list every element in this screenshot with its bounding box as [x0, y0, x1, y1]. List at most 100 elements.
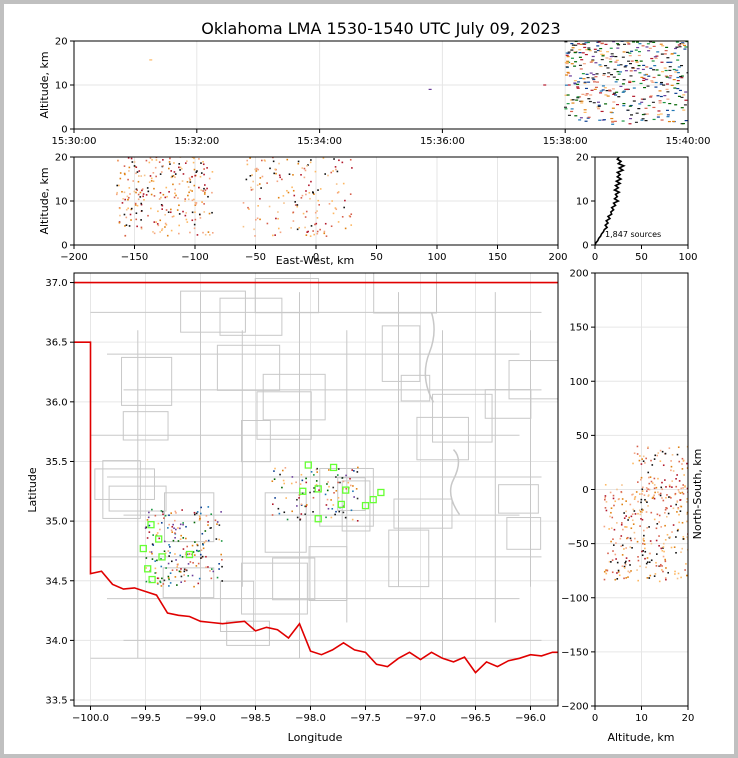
county-outline	[108, 485, 167, 512]
source-point	[683, 104, 687, 106]
county-outline	[226, 620, 270, 646]
source-point	[679, 505, 682, 508]
source-point	[617, 571, 620, 573]
source-point	[349, 158, 352, 161]
source-point	[287, 191, 290, 194]
source-point	[650, 57, 654, 60]
source-point	[593, 81, 597, 83]
source-point	[207, 521, 209, 523]
source-point	[158, 198, 161, 200]
source-point	[153, 195, 156, 197]
source-point	[641, 68, 645, 71]
y-tick-label: 10	[55, 81, 68, 92]
source-point	[637, 107, 641, 110]
source-point	[116, 191, 118, 194]
source-point	[218, 538, 221, 541]
source-point	[291, 476, 294, 478]
lma-figure: Oklahoma LMA 1530-1540 UTC July 09, 2023…	[26, 19, 710, 744]
source-point	[140, 226, 143, 229]
source-point	[623, 512, 625, 514]
y-tick-label: 36.0	[45, 397, 67, 408]
source-point	[584, 120, 588, 122]
source-point	[575, 99, 579, 101]
source-point	[659, 43, 663, 45]
source-point	[589, 94, 593, 96]
state-boundary-line	[74, 341, 558, 674]
source-point	[626, 109, 630, 111]
source-point	[216, 576, 219, 579]
source-point	[645, 46, 649, 48]
source-point	[573, 51, 577, 53]
source-point	[184, 553, 187, 556]
source-point	[676, 82, 680, 85]
source-point	[169, 572, 172, 574]
source-point	[584, 94, 588, 96]
lma-stations	[139, 461, 385, 584]
source-point	[656, 116, 660, 118]
source-point	[204, 189, 207, 191]
source-point	[640, 501, 642, 504]
source-point	[147, 516, 150, 519]
source-point	[614, 553, 617, 556]
source-point	[183, 568, 186, 571]
source-point	[126, 195, 129, 198]
source-point	[305, 234, 308, 236]
source-point	[655, 69, 659, 71]
y-tick-label: 20	[55, 153, 68, 164]
source-point	[153, 187, 155, 190]
source-point	[626, 51, 630, 53]
source-point	[282, 479, 285, 482]
source-point	[632, 95, 636, 97]
source-point	[338, 159, 340, 162]
eastwest-altitude-grid	[73, 157, 559, 245]
source-point	[172, 215, 175, 218]
source-point	[168, 191, 170, 193]
source-point	[628, 63, 632, 65]
source-point	[648, 482, 651, 485]
source-point	[668, 485, 671, 488]
source-point	[350, 213, 353, 216]
source-point	[178, 163, 181, 165]
source-point	[155, 571, 158, 574]
source-point	[353, 496, 355, 498]
source-point	[200, 162, 202, 164]
source-point	[672, 470, 675, 472]
source-point	[660, 119, 664, 121]
source-point	[160, 585, 163, 587]
source-point	[643, 534, 645, 537]
source-point	[255, 218, 257, 221]
source-point	[605, 572, 608, 575]
source-point	[318, 204, 320, 206]
source-point	[649, 95, 653, 97]
source-point	[141, 188, 144, 190]
source-point	[585, 49, 589, 51]
source-point	[660, 53, 664, 55]
x-tick-label: −96.0	[515, 713, 546, 724]
source-point	[655, 486, 658, 489]
source-point	[180, 568, 182, 570]
source-point	[568, 75, 572, 77]
source-point	[603, 578, 606, 581]
source-point	[658, 535, 660, 537]
source-point	[582, 43, 586, 45]
source-point	[606, 95, 610, 97]
source-point	[188, 177, 191, 179]
source-point	[606, 569, 609, 572]
source-point	[149, 157, 152, 159]
source-point	[631, 67, 635, 69]
source-point	[569, 99, 573, 101]
source-point	[200, 172, 203, 174]
source-point	[309, 491, 311, 494]
source-point	[684, 46, 688, 48]
source-point	[664, 560, 667, 563]
source-point	[352, 490, 354, 493]
source-point	[664, 524, 666, 527]
source-point	[644, 462, 646, 464]
x-tick-label: 15:36:00	[420, 136, 465, 147]
source-point	[309, 161, 312, 164]
y-tick-label: −50	[567, 539, 588, 550]
source-point	[543, 84, 547, 86]
county-outline	[508, 360, 558, 400]
source-point	[610, 117, 614, 120]
source-point	[178, 183, 181, 185]
